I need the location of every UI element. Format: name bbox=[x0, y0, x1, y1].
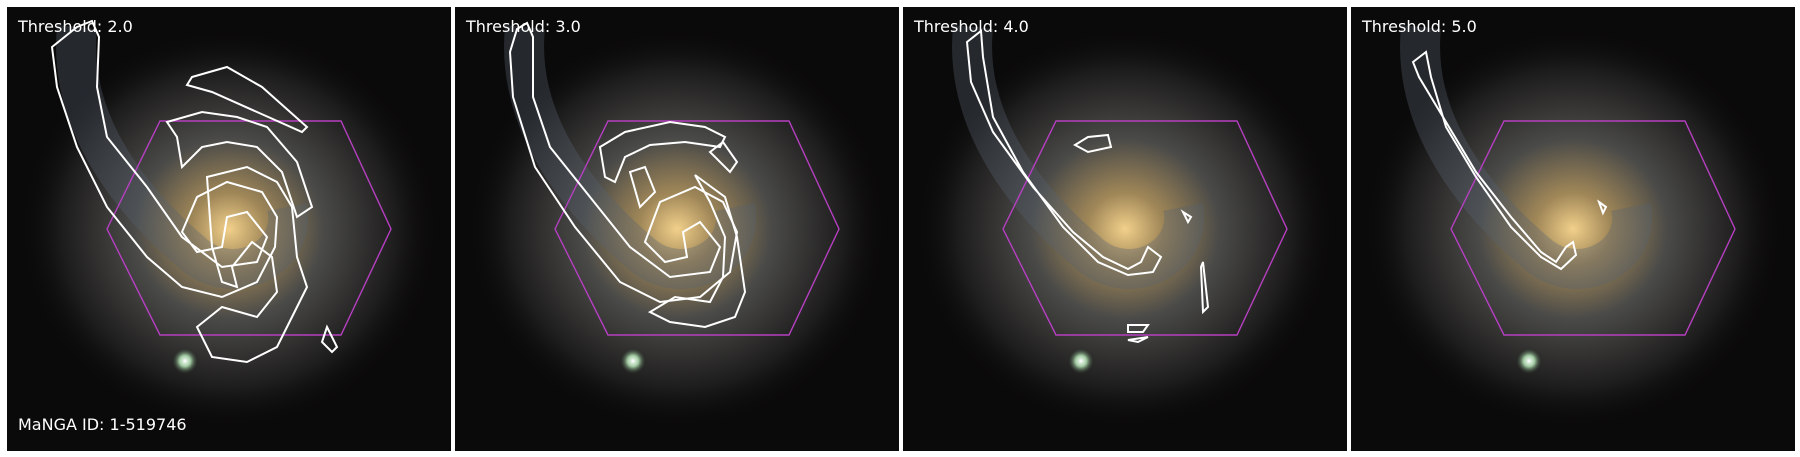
galaxy-panel-3: Threshold: 4.0 bbox=[903, 7, 1347, 451]
ifu-hexagon bbox=[1002, 120, 1288, 336]
galaxy-image bbox=[1351, 7, 1795, 451]
ifu-hexagon bbox=[554, 120, 840, 336]
contours-threshold-3 bbox=[508, 21, 747, 329]
foreground-star bbox=[171, 347, 199, 375]
ifu-hexagon bbox=[1450, 120, 1736, 336]
foreground-star bbox=[1515, 347, 1543, 375]
contours-threshold-5 bbox=[1411, 50, 1608, 271]
foreground-star bbox=[619, 347, 647, 375]
threshold-label: Threshold: 5.0 bbox=[1362, 17, 1477, 36]
galaxy-panel-2: Threshold: 3.0 bbox=[455, 7, 899, 451]
galaxy-image bbox=[7, 7, 451, 451]
foreground-star bbox=[1067, 347, 1095, 375]
galaxy-image bbox=[455, 7, 899, 451]
galaxy-image bbox=[903, 7, 1347, 451]
ifu-hexagon bbox=[106, 120, 392, 336]
threshold-label: Threshold: 3.0 bbox=[466, 17, 581, 36]
threshold-label: Threshold: 2.0 bbox=[18, 17, 133, 36]
contours-threshold-4 bbox=[965, 29, 1210, 344]
contours-threshold-2 bbox=[50, 19, 339, 364]
galaxy-panel-4: Threshold: 5.0 bbox=[1351, 7, 1795, 451]
galaxy-panel-1: Threshold: 2.0 MaNGA ID: 1-519746 bbox=[7, 7, 451, 451]
threshold-label: Threshold: 4.0 bbox=[914, 17, 1029, 36]
manga-id-label: MaNGA ID: 1-519746 bbox=[18, 415, 187, 434]
